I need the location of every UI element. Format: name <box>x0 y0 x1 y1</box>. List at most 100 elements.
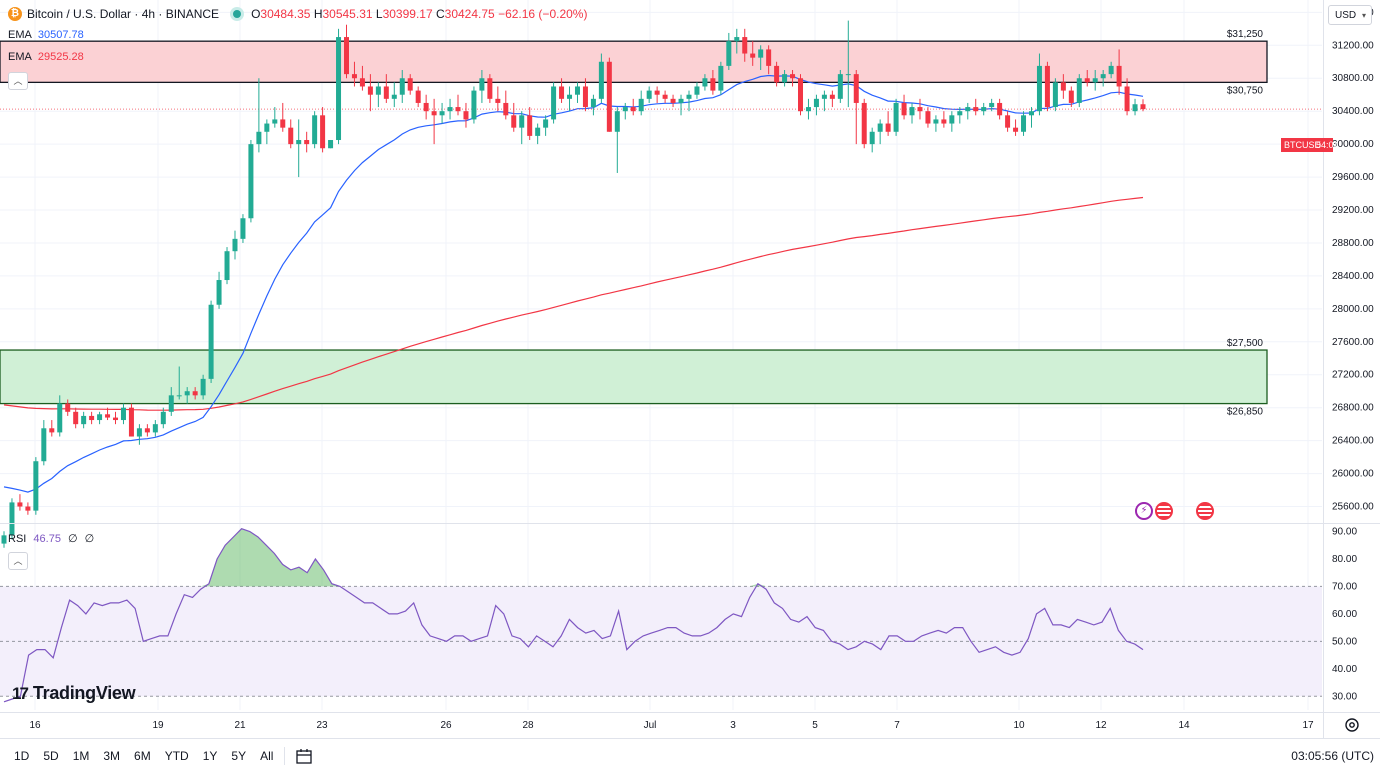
candle-body <box>686 94 692 99</box>
time-tick-label: 14 <box>1178 720 1190 731</box>
support-top-label: $27,500 <box>1227 338 1264 349</box>
chart-header: ₿ Bitcoin / U.S. Dollar · 4h · BINANCE O… <box>8 7 587 21</box>
candle-body <box>415 90 421 103</box>
gear-icon[interactable] <box>1343 716 1361 734</box>
candle-body <box>343 37 349 75</box>
calendar-icon[interactable] <box>295 748 313 764</box>
candle-body <box>248 144 254 219</box>
rsi-overbought-fill <box>4 528 1143 587</box>
chevron-down-icon: ▾ <box>1361 11 1366 20</box>
candle-body <box>543 119 549 128</box>
candle-body <box>702 78 708 87</box>
candle-body <box>1132 104 1138 112</box>
candle-body <box>845 74 851 76</box>
candle-body <box>973 107 979 112</box>
timeframe-1y[interactable]: 1Y <box>202 749 218 763</box>
utc-clock[interactable]: 03:05:56 (UTC) <box>1291 749 1374 763</box>
ema-slow-legend[interactable]: EMA 29525.28 <box>8 51 84 63</box>
candle-body <box>638 98 644 112</box>
candle-body <box>1060 82 1066 91</box>
timeframe-5y[interactable]: 5Y <box>231 749 247 763</box>
candle-body <box>304 140 310 145</box>
candle-body <box>901 102 907 116</box>
high-value: 30545.31 <box>322 7 373 21</box>
collapse-legend-button[interactable]: ︿ <box>8 72 28 90</box>
symbol-title[interactable]: Bitcoin / U.S. Dollar · 4h · BINANCE <box>27 7 220 21</box>
resistance-bottom-label: $30,750 <box>1227 85 1264 96</box>
candle-body <box>941 119 947 124</box>
candle-body <box>152 424 158 433</box>
candle-body <box>144 428 150 433</box>
price-tick-label: 29200.00 <box>1332 205 1374 216</box>
ema-fast-legend[interactable]: EMA 30507.78 <box>8 29 84 41</box>
candle-body <box>606 61 612 132</box>
tradingview-logo[interactable]: 17 TradingView <box>12 683 136 704</box>
toolbar-divider <box>284 747 286 765</box>
candle-body <box>893 102 899 132</box>
time-tick-label: 16 <box>29 720 41 731</box>
candle-body <box>383 86 389 99</box>
price-tick-label: 25600.00 <box>1332 502 1374 513</box>
timeframe-1d[interactable]: 1D <box>14 749 30 763</box>
timeframe-1m[interactable]: 1M <box>72 749 90 763</box>
time-tick-label: 19 <box>152 720 164 731</box>
lightning-event-icon[interactable]: ⚡ <box>1135 502 1153 520</box>
candle-body <box>407 78 413 91</box>
rsi-legend[interactable]: RSI 46.75 ∅ ∅ <box>8 532 94 545</box>
resistance-zone <box>0 40 1268 84</box>
candle-body <box>877 123 883 132</box>
candle-body <box>551 86 557 120</box>
candle-body <box>399 78 405 95</box>
candle-body <box>590 98 596 108</box>
candle-body <box>192 391 198 396</box>
candle-body <box>519 115 525 128</box>
candle-body <box>216 280 222 305</box>
candle-body <box>81 415 87 425</box>
candle-body <box>503 102 509 116</box>
candle-body <box>909 107 915 116</box>
candle-body <box>136 428 142 437</box>
candle-body <box>168 395 174 412</box>
candle-body <box>989 102 995 108</box>
candle-body <box>105 414 111 418</box>
timeframe-ytd[interactable]: YTD <box>164 749 189 763</box>
timeframe-6m[interactable]: 6M <box>134 749 151 763</box>
candle-body <box>630 107 636 112</box>
us-flag-event-icon[interactable] <box>1196 502 1214 520</box>
candle-body <box>750 53 756 58</box>
candle-body <box>805 107 811 112</box>
timeframe-5d[interactable]: 5D <box>43 749 59 763</box>
candle-body <box>813 98 819 108</box>
rsi-extra-1: ∅ <box>68 533 78 545</box>
candle-body <box>97 414 103 421</box>
timeframe-all[interactable]: All <box>260 749 274 763</box>
candle-body <box>949 115 955 124</box>
candle-body <box>1140 104 1146 110</box>
candle-body <box>829 94 835 99</box>
candle-body <box>232 238 238 252</box>
candle-body <box>49 428 55 433</box>
time-tick-label: 3 <box>730 720 736 731</box>
candle-body <box>798 78 804 112</box>
candle-body <box>57 403 63 433</box>
candle-body <box>662 94 668 99</box>
timeframe-3m[interactable]: 3M <box>103 749 121 763</box>
collapse-rsi-button[interactable]: ︿ <box>8 552 28 570</box>
support-zone <box>0 349 1268 405</box>
rsi-tick-label: 90.00 <box>1332 526 1357 537</box>
time-tick-label: 5 <box>812 720 818 731</box>
price-tick-label: 28000.00 <box>1332 304 1374 315</box>
high-label: H <box>313 7 323 21</box>
time-tick-label: 10 <box>1013 720 1025 731</box>
candle-body <box>710 78 716 91</box>
rsi-tick-label: 50.00 <box>1332 636 1357 647</box>
currency-selector[interactable]: USD ▾ <box>1328 5 1372 25</box>
candle-body <box>9 502 15 536</box>
ema-slow-line <box>3 196 1144 411</box>
price-tag-symbol: BTCUSD <box>1284 140 1322 150</box>
us-flag-event-icon[interactable] <box>1155 502 1173 520</box>
candle-body <box>1116 65 1122 87</box>
candle-body <box>367 86 373 95</box>
candle-body <box>336 37 342 141</box>
